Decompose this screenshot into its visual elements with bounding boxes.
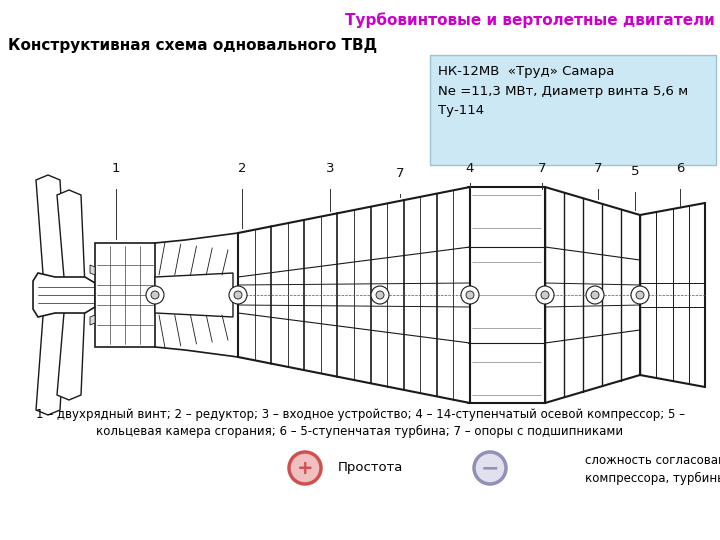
Circle shape <box>376 291 384 299</box>
Polygon shape <box>90 265 95 275</box>
Text: компрессора, турбины и винта.: компрессора, турбины и винта. <box>585 471 720 484</box>
Circle shape <box>591 291 599 299</box>
Polygon shape <box>33 273 95 317</box>
Text: Конструктивная схема одновального ТВД: Конструктивная схема одновального ТВД <box>8 38 377 53</box>
Text: 7: 7 <box>538 162 546 175</box>
Text: Простота: Простота <box>337 462 402 475</box>
Circle shape <box>146 286 164 304</box>
Text: −: − <box>481 458 499 478</box>
Text: сложность согласования работы: сложность согласования работы <box>585 454 720 467</box>
Circle shape <box>371 286 389 304</box>
Polygon shape <box>57 190 85 289</box>
Circle shape <box>474 452 506 484</box>
Circle shape <box>541 291 549 299</box>
Circle shape <box>229 286 247 304</box>
Polygon shape <box>155 273 233 317</box>
Polygon shape <box>36 175 66 287</box>
Circle shape <box>586 286 604 304</box>
Circle shape <box>151 291 159 299</box>
Text: +: + <box>297 458 313 477</box>
Text: 6: 6 <box>676 162 684 175</box>
Circle shape <box>636 291 644 299</box>
FancyBboxPatch shape <box>430 55 716 165</box>
Text: 1: 1 <box>112 162 120 175</box>
Circle shape <box>466 291 474 299</box>
Text: НК-12МВ  «Труд» Самара
Ne =11,3 МВт, Диаметр винта 5,6 м
Ту-114: НК-12МВ «Труд» Самара Ne =11,3 МВт, Диам… <box>438 65 688 117</box>
Polygon shape <box>90 315 95 325</box>
Circle shape <box>536 286 554 304</box>
Text: 4: 4 <box>466 162 474 175</box>
Circle shape <box>631 286 649 304</box>
Polygon shape <box>36 303 66 415</box>
Text: 7: 7 <box>594 162 602 175</box>
Text: 7: 7 <box>396 167 404 180</box>
Circle shape <box>234 291 242 299</box>
Polygon shape <box>57 301 85 400</box>
Text: 5: 5 <box>631 165 639 178</box>
Text: 3: 3 <box>325 162 334 175</box>
Circle shape <box>461 286 479 304</box>
Polygon shape <box>95 243 155 347</box>
Text: Турбовинтовые и вертолетные двигатели: Турбовинтовые и вертолетные двигатели <box>346 12 715 28</box>
Text: кольцевая камера сгорания; 6 – 5-ступенчатая турбина; 7 – опоры с подшипниками: кольцевая камера сгорания; 6 – 5-ступенч… <box>96 425 624 438</box>
Text: 1 – двухрядный винт; 2 – редуктор; 3 – входное устройство; 4 – 14-ступенчатый ос: 1 – двухрядный винт; 2 – редуктор; 3 – в… <box>35 408 685 421</box>
Text: 2: 2 <box>238 162 246 175</box>
Circle shape <box>289 452 321 484</box>
